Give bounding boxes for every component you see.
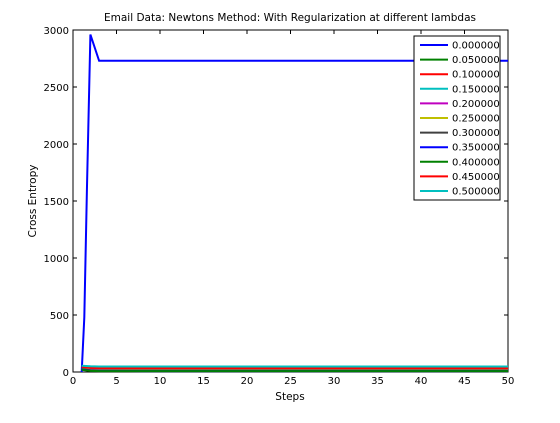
- x-tick-label: 5: [113, 376, 119, 387]
- series-layer: [80, 34, 508, 373]
- x-tick-label: 35: [371, 376, 384, 387]
- x-axis-label: Steps: [275, 391, 304, 403]
- x-tick-label: 20: [241, 376, 254, 387]
- x-tick-label: 30: [328, 376, 341, 387]
- y-tick-label: 500: [50, 311, 69, 322]
- series-line-10: [81, 364, 508, 368]
- legend-label-7: 0.350000: [452, 143, 500, 154]
- y-tick-label: 3000: [44, 26, 69, 37]
- legend-label-8: 0.400000: [452, 157, 500, 168]
- x-tick-label: 10: [154, 376, 167, 387]
- legend-label-3: 0.150000: [452, 84, 500, 95]
- x-tick-label: 40: [415, 376, 428, 387]
- y-axis-label: Cross Entropy: [27, 165, 39, 238]
- y-tick-label: 1500: [44, 197, 69, 208]
- x-tick-label: 15: [197, 376, 210, 387]
- y-tick-label: 2500: [44, 83, 69, 94]
- legend-label-4: 0.200000: [452, 99, 500, 110]
- legend-label-6: 0.300000: [452, 128, 500, 139]
- series-line-0: [80, 34, 508, 373]
- x-tick-label: 50: [502, 376, 515, 387]
- legend-label-9: 0.450000: [452, 172, 500, 183]
- legend-label-10: 0.500000: [452, 187, 500, 198]
- y-tick-label: 2000: [44, 140, 69, 151]
- y-tick-label: 0: [63, 368, 69, 379]
- legend-items: 0.000000 0.050000 0.100000 0.150000 0.200000…: [420, 41, 500, 198]
- x-tick-label: 0: [70, 376, 76, 387]
- legend-label-0: 0.000000: [452, 41, 500, 52]
- legend-label-5: 0.250000: [452, 114, 500, 125]
- legend-label-1: 0.050000: [452, 55, 500, 66]
- legend-label-2: 0.100000: [452, 70, 500, 81]
- legend: 0.000000 0.050000 0.100000 0.150000 0.200000…: [413, 35, 501, 201]
- y-tick-label: 1000: [44, 254, 69, 265]
- x-tick-label: 45: [458, 376, 471, 387]
- series-line-8: [81, 368, 508, 373]
- axis-ticks: 0 5 10 15 20 25 30 35 40 45 5005001000150020002500…: [44, 26, 515, 387]
- chart-title: Email Data: Newtons Method: With Regular…: [104, 12, 476, 24]
- x-tick-label: 25: [284, 376, 297, 387]
- series-line-9: [81, 365, 508, 369]
